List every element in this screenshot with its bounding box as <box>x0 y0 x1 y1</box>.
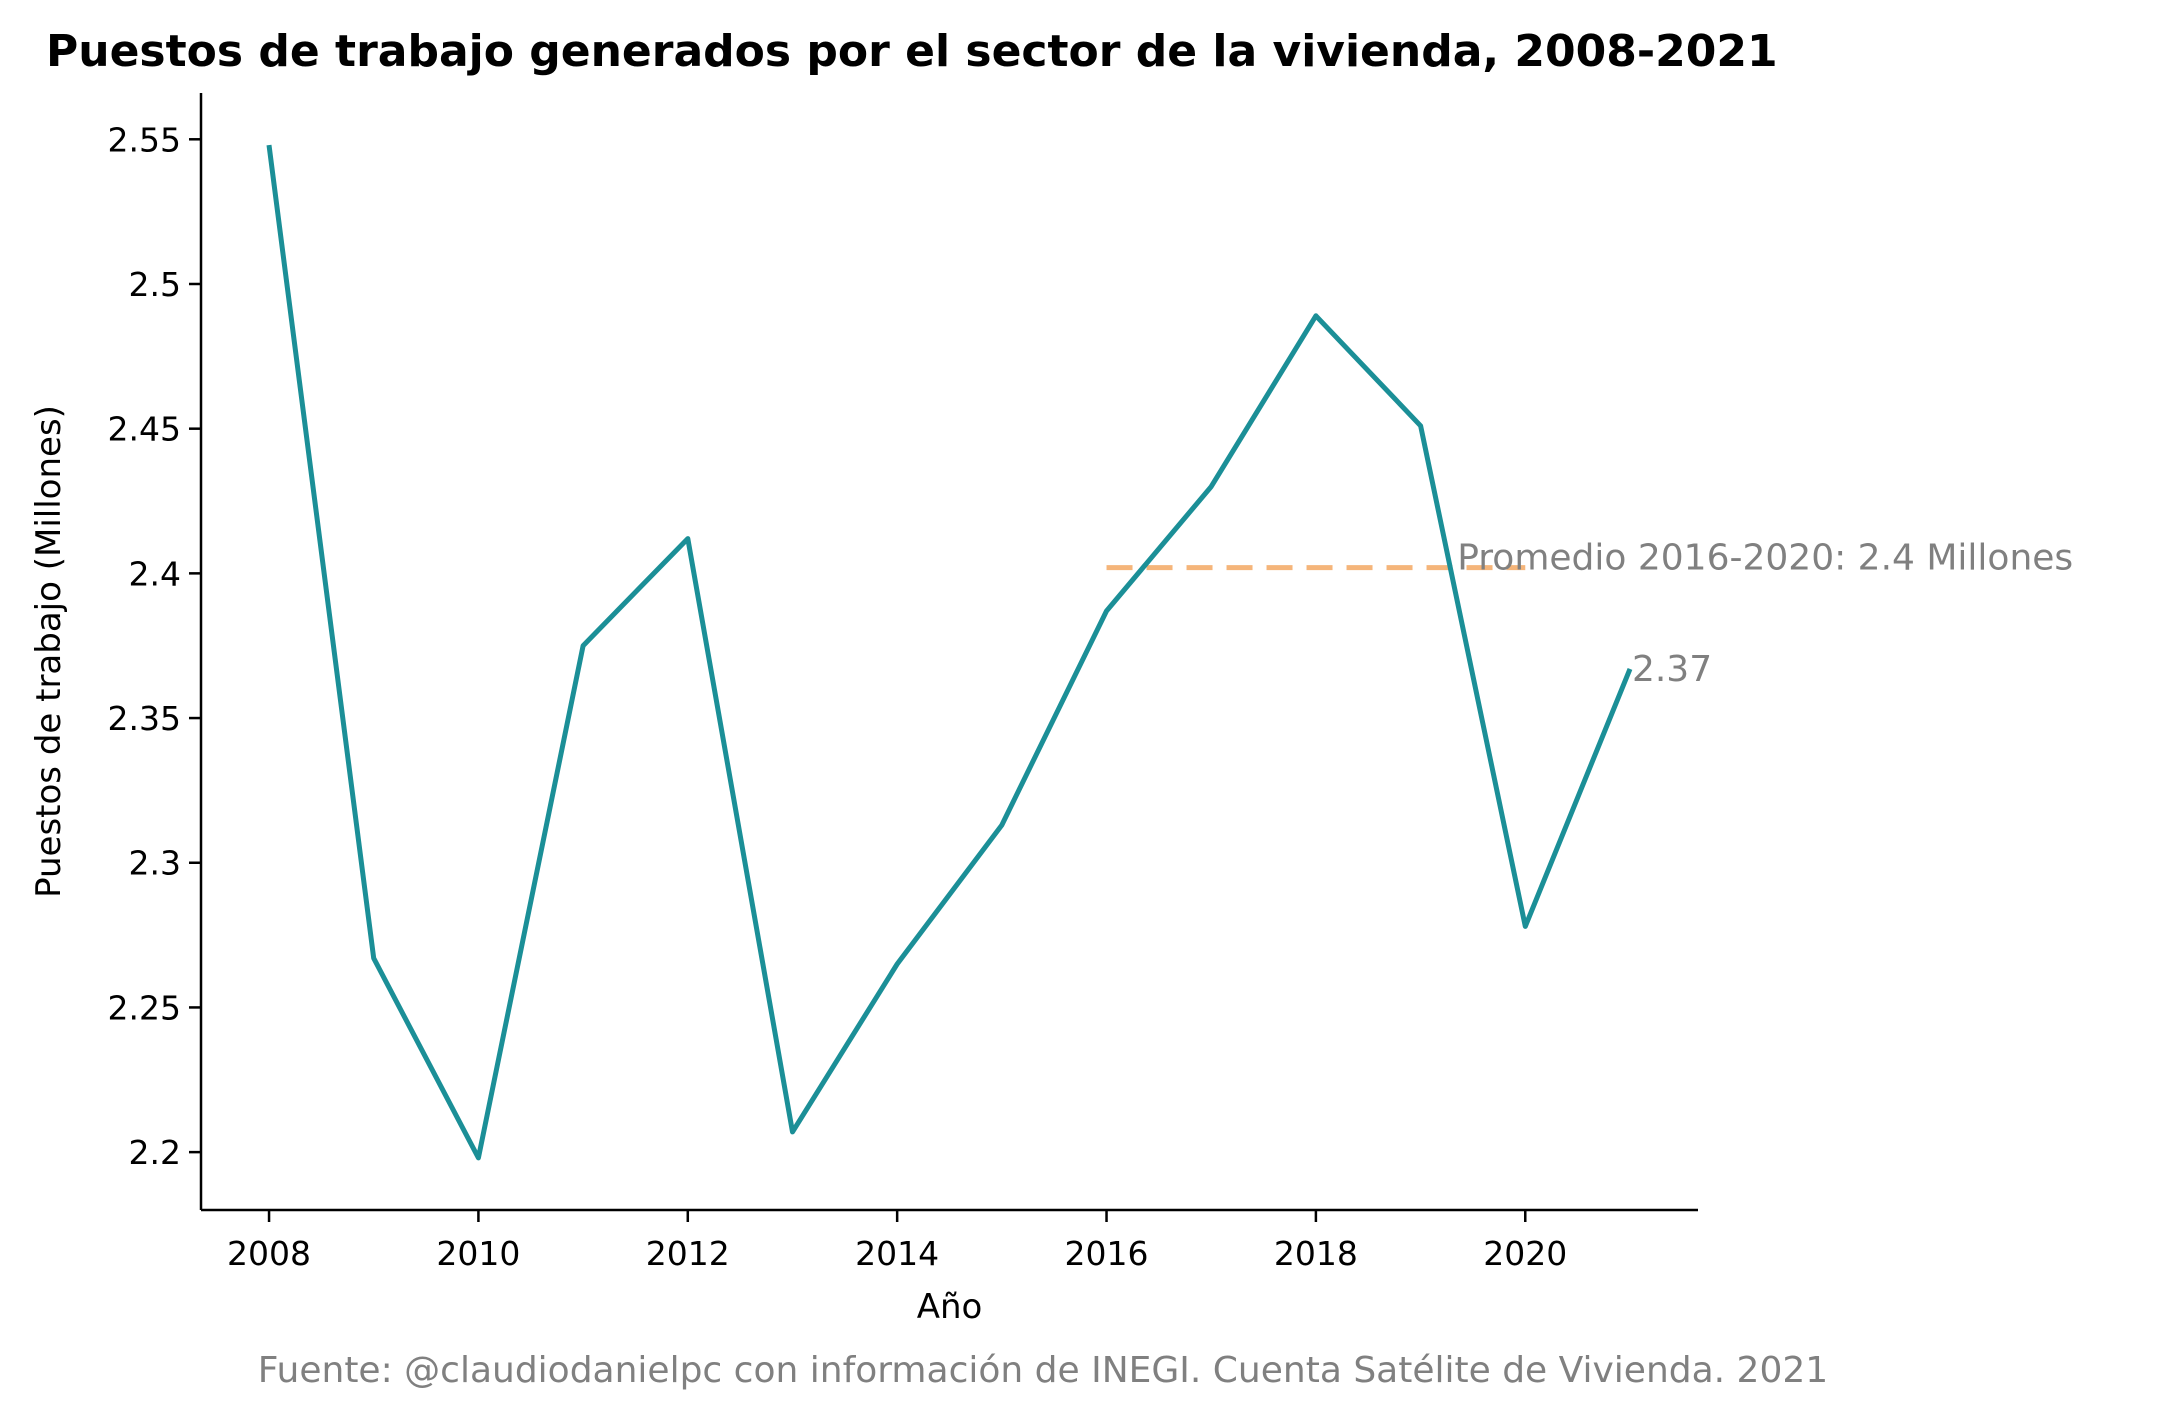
chart-labels: Año Puestos de trabajo (Millones) Promed… <box>29 405 2073 1391</box>
average-annotation: Promedio 2016-2020: 2.4 Millones <box>1457 538 2073 579</box>
y-tick-label: 2.25 <box>108 988 181 1027</box>
x-tick-label: 2020 <box>1483 1234 1567 1273</box>
x-tick-label: 2010 <box>436 1234 520 1273</box>
x-tick-label: 2012 <box>646 1234 730 1273</box>
chart-marks <box>266 144 1633 1161</box>
y-tick-label: 2.55 <box>108 120 181 159</box>
x-tick-label: 2016 <box>1065 1234 1149 1273</box>
y-tick-label: 2.5 <box>129 265 181 304</box>
y-tick-label: 2.4 <box>129 554 181 593</box>
source-note: Fuente: @claudiodanielpc con información… <box>258 1350 1828 1391</box>
axes: 2.2 2.25 2.3 2.35 2.4 2.45 2.5 2.55 2008 2010 2012… <box>108 93 1698 1273</box>
y-axis-label: Puestos de trabajo (Millones) <box>29 405 69 898</box>
y-tick-label: 2.35 <box>108 699 181 738</box>
x-tick-label: 2008 <box>227 1234 311 1273</box>
series-line <box>266 144 1633 1161</box>
y-tick-label: 2.2 <box>129 1133 181 1172</box>
chart-title: Puestos de trabajo generados por el sect… <box>46 26 1778 77</box>
y-tick-label: 2.3 <box>129 844 181 883</box>
x-axis-label: Año <box>917 1287 983 1327</box>
last-value-label: 2.37 <box>1632 649 1712 690</box>
y-tick-label: 2.45 <box>108 410 181 449</box>
x-tick-label: 2018 <box>1274 1234 1358 1273</box>
x-tick-label: 2014 <box>855 1234 939 1273</box>
